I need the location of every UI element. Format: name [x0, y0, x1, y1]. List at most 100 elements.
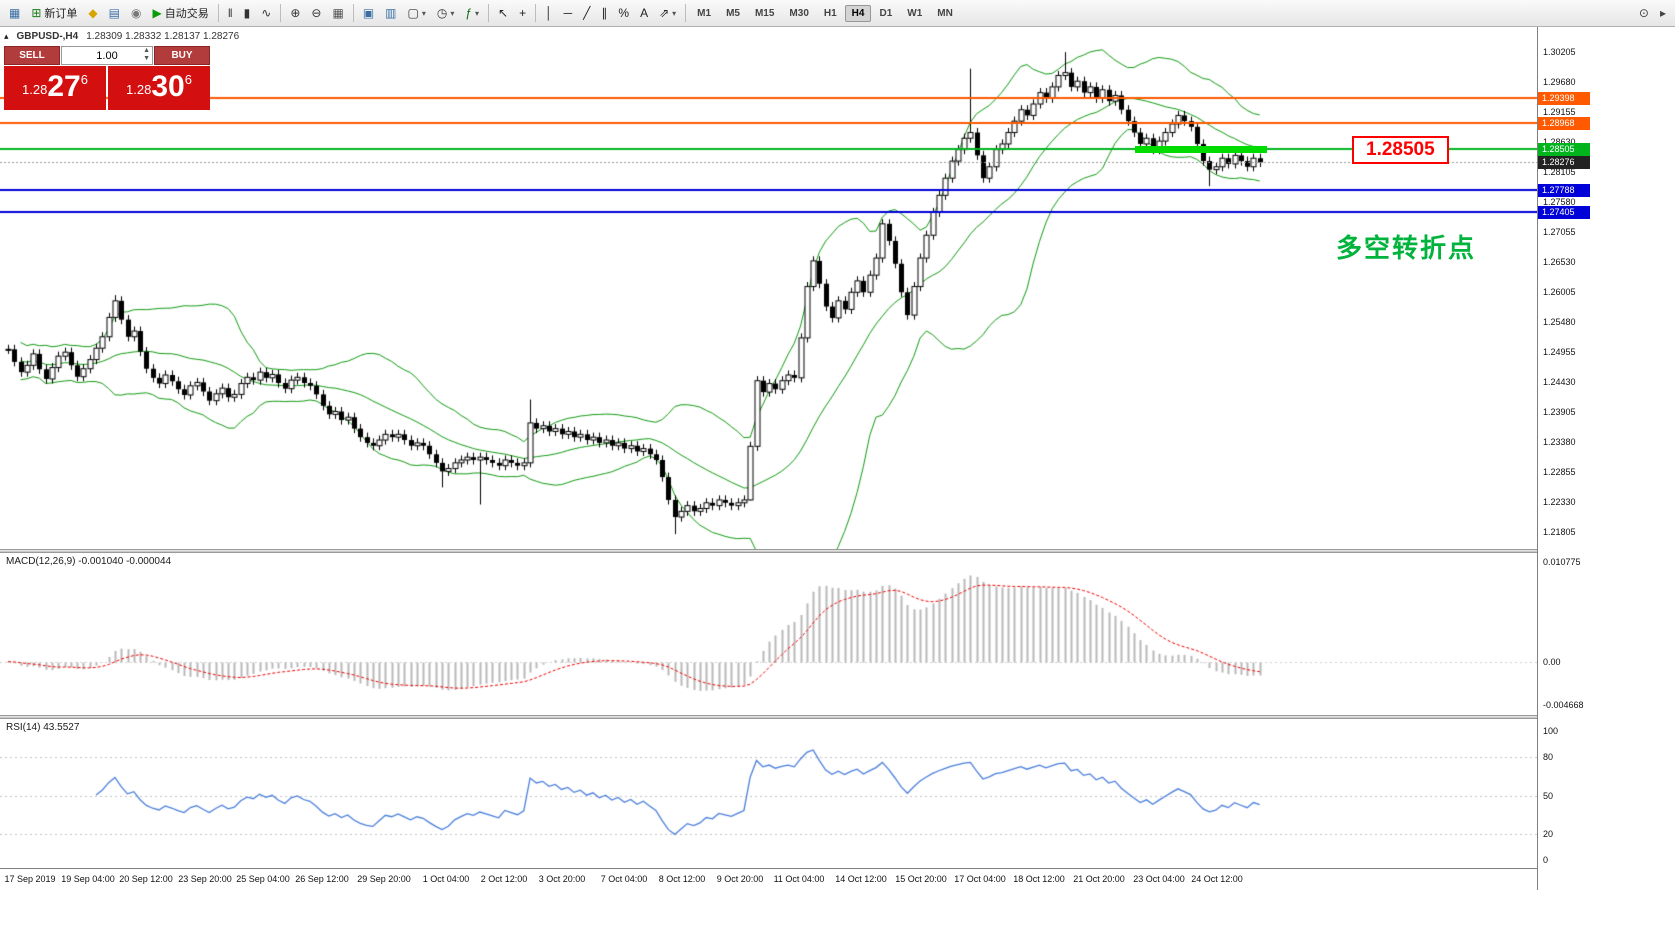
macd-panel-canvas[interactable]	[0, 553, 1537, 715]
time-scale-label: 23 Oct 04:00	[1133, 874, 1185, 884]
buy-button[interactable]: BUY	[154, 46, 210, 65]
tile-windows-icon: ▣	[362, 6, 375, 20]
new-order-button-label: 新订单	[44, 8, 78, 20]
time-scale-label: 17 Oct 04:00	[954, 874, 1006, 884]
volume-input[interactable]: 1.00 ▲ ▼	[61, 46, 153, 65]
time-scale-label: 24 Oct 12:00	[1191, 874, 1243, 884]
buy-price-box[interactable]: 1.28 30 6	[108, 66, 210, 110]
panel-separator[interactable]	[0, 549, 1675, 553]
time-scale-label: 14 Oct 12:00	[835, 874, 887, 884]
time-scale-label: 29 Sep 20:00	[357, 874, 411, 884]
volume-up-icon[interactable]: ▲	[143, 47, 150, 54]
price-scale-label: 1.23380	[1543, 436, 1576, 447]
price-scale-label: 1.22855	[1543, 466, 1576, 477]
macd-scale-label: 0.00	[1543, 656, 1561, 667]
sell-button[interactable]: SELL	[4, 46, 60, 65]
price-tag: 1.28276	[1538, 156, 1590, 170]
grid-icon[interactable]: ▦	[327, 4, 348, 22]
dropdown-caret-icon[interactable]: ▾	[672, 8, 677, 18]
price-scale-label: 1.23905	[1543, 406, 1576, 417]
dropdown-caret-icon[interactable]: ▾	[450, 8, 455, 18]
time-axis[interactable]: 17 Sep 2019 19 Sep 04:00 20 Sep 12:00 23 Se…	[0, 868, 1537, 890]
horizontal-line-icon: ─	[563, 6, 573, 20]
horizontal-line-icon[interactable]: ─	[559, 4, 578, 22]
timeframe-m1[interactable]: M1	[697, 7, 712, 19]
timeframe-h4[interactable]: H4	[844, 4, 872, 22]
timeframe-h1[interactable]: H1	[823, 7, 837, 19]
grid-icon: ▦	[332, 6, 344, 20]
cascade-windows-icon[interactable]: ▥	[380, 4, 401, 22]
dropdown-caret-icon[interactable]: ▾	[421, 8, 426, 18]
indicators-icon[interactable]: ƒ ▾	[460, 4, 484, 22]
zoom-in-icon: ⊕	[290, 6, 301, 20]
autotrade-button-label: 自动交易	[164, 8, 209, 20]
line-chart-icon[interactable]: ∿	[256, 4, 276, 22]
search-icon[interactable]: ⊙	[1634, 4, 1654, 22]
zoom-out-icon: ⊖	[311, 6, 322, 20]
price-scale-label: 1.29155	[1543, 107, 1576, 118]
macd-label: MACD(12,26,9) -0.001040 -0.000044	[6, 556, 172, 567]
trendline-icon[interactable]: ╱	[578, 4, 595, 22]
rsi-panel-canvas[interactable]	[0, 719, 1537, 868]
terminal-icon[interactable]: ▦	[4, 4, 25, 22]
timeframe-m30[interactable]: M30	[789, 7, 809, 19]
channel-icon[interactable]: ∥	[596, 4, 612, 22]
price-scale-label: 1.24955	[1543, 346, 1576, 357]
indicators-icon: ƒ	[465, 6, 473, 20]
toolbar-separator	[535, 4, 537, 22]
timeframe-m5[interactable]: M5	[726, 7, 740, 19]
vertical-line-icon[interactable]: │	[540, 4, 558, 22]
price-scale-label: 1.22330	[1543, 496, 1576, 507]
main-chart-canvas[interactable]	[0, 27, 1537, 549]
buy-price-main: 1.28	[126, 82, 152, 97]
price-scale-label: 1.30205	[1543, 47, 1576, 58]
fibonacci-icon[interactable]: %	[613, 4, 634, 22]
price-scale-label: 1.29680	[1543, 77, 1576, 88]
autotrade-button[interactable]: ▶ 自动交易	[147, 2, 213, 24]
dropdown-caret-icon[interactable]: ▾	[475, 8, 480, 18]
candlestick-chart-icon[interactable]: ▮	[239, 4, 256, 22]
cursor-icon: ↖	[498, 6, 509, 20]
volume-down-icon[interactable]: ▼	[143, 55, 150, 62]
new-order-button: ⊞	[31, 6, 42, 20]
text-icon[interactable]: A	[635, 4, 653, 22]
collapse-one-click-icon[interactable]: ▴	[4, 31, 9, 41]
deposit-icon: ◆	[88, 6, 98, 20]
cascade-windows-icon: ▥	[385, 6, 397, 20]
sell-price-box[interactable]: 1.28 27 6	[4, 66, 106, 110]
crosshair-icon[interactable]: +	[514, 4, 531, 22]
tile-windows-icon[interactable]: ▣	[358, 4, 379, 22]
new-order-button[interactable]: ⊞ 新订单	[26, 2, 82, 24]
zoom-out-icon[interactable]: ⊖	[306, 4, 326, 22]
new-chart-icon[interactable]: ▢ ▾	[403, 4, 431, 22]
search-icon: ⊙	[1638, 6, 1649, 20]
cursor-icon[interactable]: ↖	[493, 4, 513, 22]
price-callout[interactable]: 1.28505	[1352, 136, 1449, 164]
pointer-icon[interactable]: ▸	[1655, 4, 1671, 22]
time-scale-label: 21 Oct 20:00	[1073, 874, 1125, 884]
alerts-icon[interactable]: ◉	[126, 4, 146, 22]
deposit-icon[interactable]: ◆	[83, 4, 102, 22]
zoom-in-icon[interactable]: ⊕	[285, 4, 305, 22]
price-tag: 1.29398	[1538, 92, 1590, 106]
rsi-scale-label: 100	[1543, 726, 1559, 736]
rsi-scale-label: 50	[1543, 790, 1554, 801]
text-icon: A	[640, 6, 649, 20]
timeframe-d1[interactable]: D1	[879, 7, 893, 19]
price-axis[interactable]: 1.30205 1.29680 1.29155 1.28630 1.28105 1.275…	[1537, 27, 1675, 890]
arrows-icon[interactable]: ⇗ ▾	[654, 4, 681, 22]
price-scale-label: 1.26530	[1543, 257, 1576, 268]
timeframe-m15[interactable]: M15	[754, 7, 775, 19]
symbol-info: ▴ GBPUSD-,H4 1.28309 1.28332 1.28137 1.2…	[4, 31, 239, 42]
timeframe-w1[interactable]: W1	[907, 7, 923, 19]
support-highlight-line[interactable]	[1135, 145, 1267, 153]
time-scale-label: 2 Oct 12:00	[480, 874, 528, 884]
turning-point-label[interactable]: 多空转折点	[1336, 233, 1477, 263]
clock-periods-icon[interactable]: ◷ ▾	[432, 4, 460, 22]
panel-separator[interactable]	[0, 715, 1675, 719]
buy-price-pip: 6	[184, 72, 192, 87]
price-scale-label: 1.27580	[1543, 197, 1576, 208]
accounts-icon[interactable]: ▤	[104, 4, 125, 22]
timeframe-mn[interactable]: MN	[937, 7, 953, 19]
bar-chart-icon[interactable]: ‖	[223, 4, 238, 22]
